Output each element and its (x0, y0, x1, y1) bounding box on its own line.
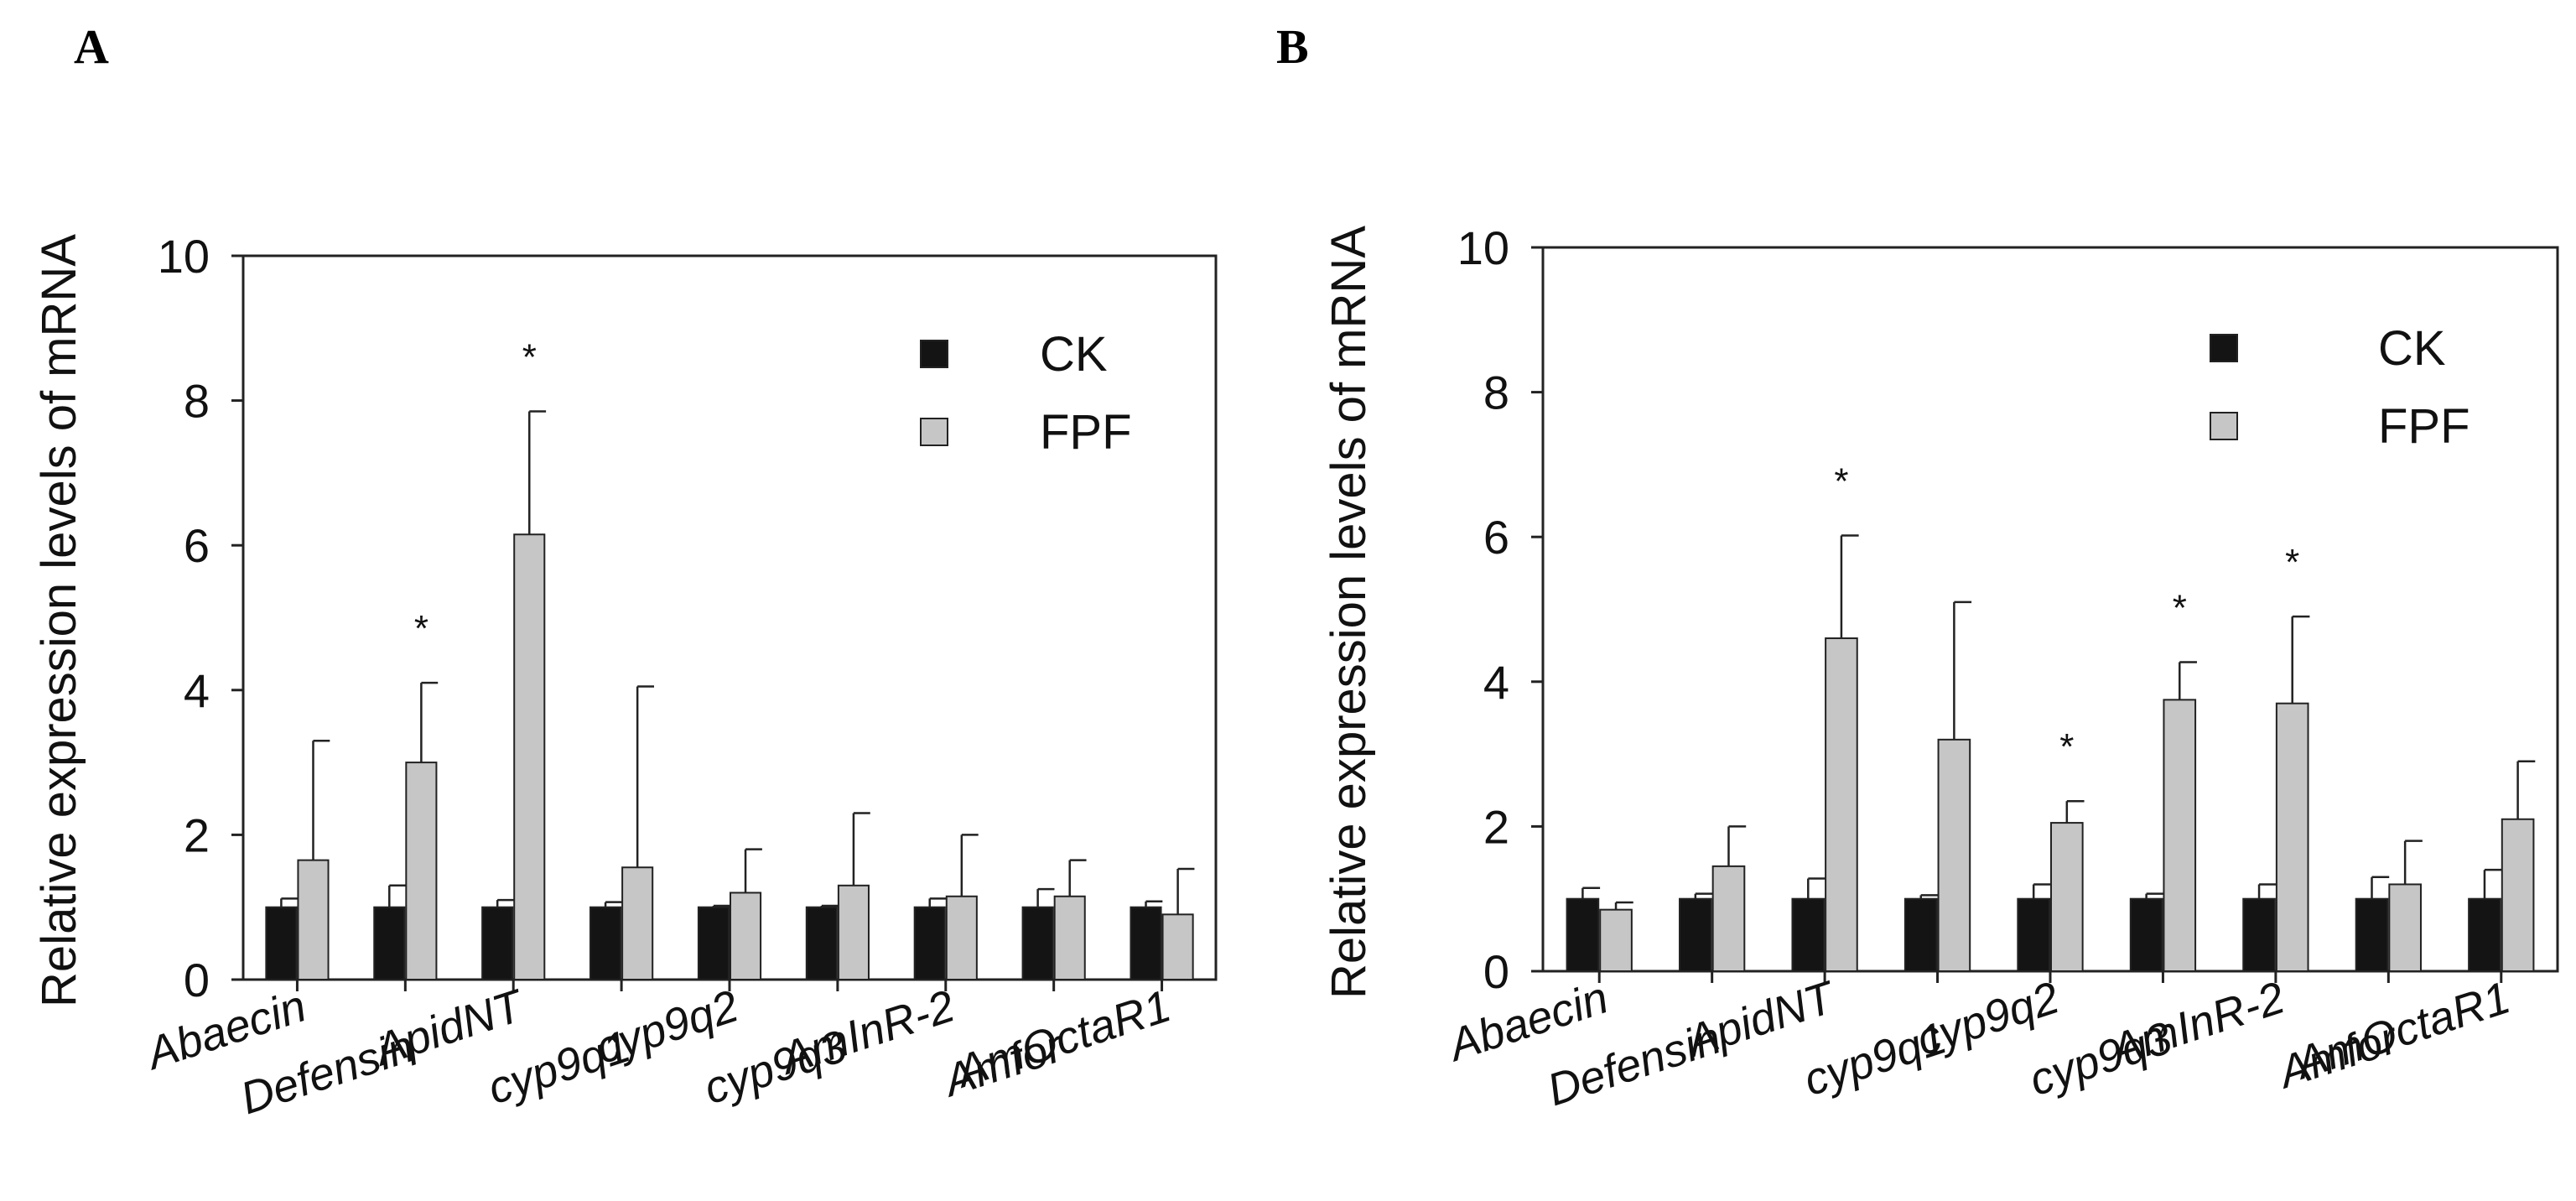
category-label: AmOctaR1 (2288, 972, 2516, 1089)
chart-panel-a: 0 2 4 6 8 10 Relative expression levels of mRN… (32, 230, 1218, 1124)
bar-ck-apidnt (1791, 897, 1826, 972)
y-tick-label: 2 (1483, 800, 1509, 853)
y-tick-label: 8 (184, 375, 210, 428)
y-axis-label: Relative expression levels of mRNA (32, 234, 86, 1007)
chart-panel-b: 0 2 4 6 8 10 Relative expression levels of mRN… (1322, 221, 2559, 1115)
legend-swatch-fpf (920, 418, 948, 446)
panel-label-b: B (1276, 19, 1309, 74)
legend-label-ck: CK (1040, 327, 1108, 382)
bar-fpf-defensin (405, 762, 438, 980)
y-tick-label: 0 (184, 954, 210, 1006)
y-tick-label: 6 (1483, 511, 1509, 564)
bar-fpf-amoctar1 (1161, 913, 1194, 980)
significance-star: * (2173, 587, 2187, 628)
category-label: AmOctaR1 (948, 980, 1177, 1098)
bar-ck-aminr-2 (2242, 897, 2276, 972)
bar-fpf-aminr-2 (945, 895, 978, 981)
bar-fpf-cyp9q2 (730, 892, 762, 980)
y-tick-label: 10 (158, 230, 210, 283)
bar-fpf-aminr-2 (2275, 702, 2309, 972)
y-tick-label: 2 (184, 808, 210, 861)
significance-star: * (1834, 460, 1848, 502)
y-tick-label: 4 (1483, 656, 1509, 709)
significance-star: * (414, 608, 428, 649)
bar-ck-amoctar1 (1130, 906, 1162, 980)
panel-label-a: A (74, 19, 109, 74)
bar-ck-abaecin (265, 906, 298, 980)
bar-fpf-apidnt (1825, 637, 1858, 973)
bar-fpf-defensin (1711, 865, 1746, 972)
bar-ck-apidnt (481, 906, 514, 980)
bar-fpf-abaecin (297, 859, 330, 980)
bar-ck-amfor (2355, 897, 2389, 972)
bar-ck-cyp9q1 (1903, 897, 1938, 972)
y-tick-label: 4 (184, 664, 210, 717)
bar-ck-cyp9q3 (2129, 897, 2163, 972)
category-label: AmInR-2 (772, 980, 960, 1084)
bar-ck-abaecin (1566, 897, 1600, 972)
legend-label-fpf: FPF (2378, 399, 2470, 454)
y-tick-label: 8 (1483, 367, 1509, 419)
y-tick-label: 0 (1483, 945, 1509, 998)
bar-ck-cyp9q1 (589, 906, 622, 980)
bar-fpf-cyp9q2 (2050, 822, 2084, 973)
significance-star: * (2285, 542, 2299, 583)
bar-fpf-apidnt (513, 533, 546, 980)
bar-ck-cyp9q2 (2017, 897, 2050, 972)
bar-ck-cyp9q3 (805, 906, 838, 980)
legend-label-ck: CK (2378, 321, 2446, 376)
bar-fpf-cyp9q1 (621, 866, 654, 980)
bar-ck-amfor (1021, 906, 1054, 980)
y-axis-label: Relative expression levels of mRNA (1322, 226, 1376, 999)
y-tick-label: 10 (1457, 221, 1509, 274)
bar-ck-cyp9q2 (697, 906, 730, 980)
bar-fpf-amfor (1053, 895, 1086, 981)
bar-fpf-cyp9q1 (1937, 738, 1971, 973)
category-label: AmInR-2 (2103, 972, 2291, 1076)
significance-star: * (2059, 726, 2074, 767)
bar-fpf-amfor (2388, 883, 2422, 972)
legend-swatch-ck (2210, 334, 2238, 362)
bar-ck-amoctar1 (2468, 897, 2501, 972)
bar-ck-defensin (1679, 897, 1712, 972)
significance-star: * (522, 337, 537, 378)
bar-ck-defensin (373, 906, 406, 980)
y-tick-label: 6 (184, 519, 210, 572)
bar-fpf-cyp9q3 (2163, 699, 2197, 972)
legend-swatch-ck (920, 340, 948, 368)
bar-fpf-amoctar1 (2501, 818, 2535, 973)
legend-swatch-fpf (2210, 412, 2238, 440)
bar-ck-aminr-2 (913, 906, 946, 980)
legend-label-fpf: FPF (1040, 405, 1132, 460)
bar-fpf-cyp9q3 (837, 884, 870, 981)
bar-fpf-abaecin (1599, 908, 1633, 973)
